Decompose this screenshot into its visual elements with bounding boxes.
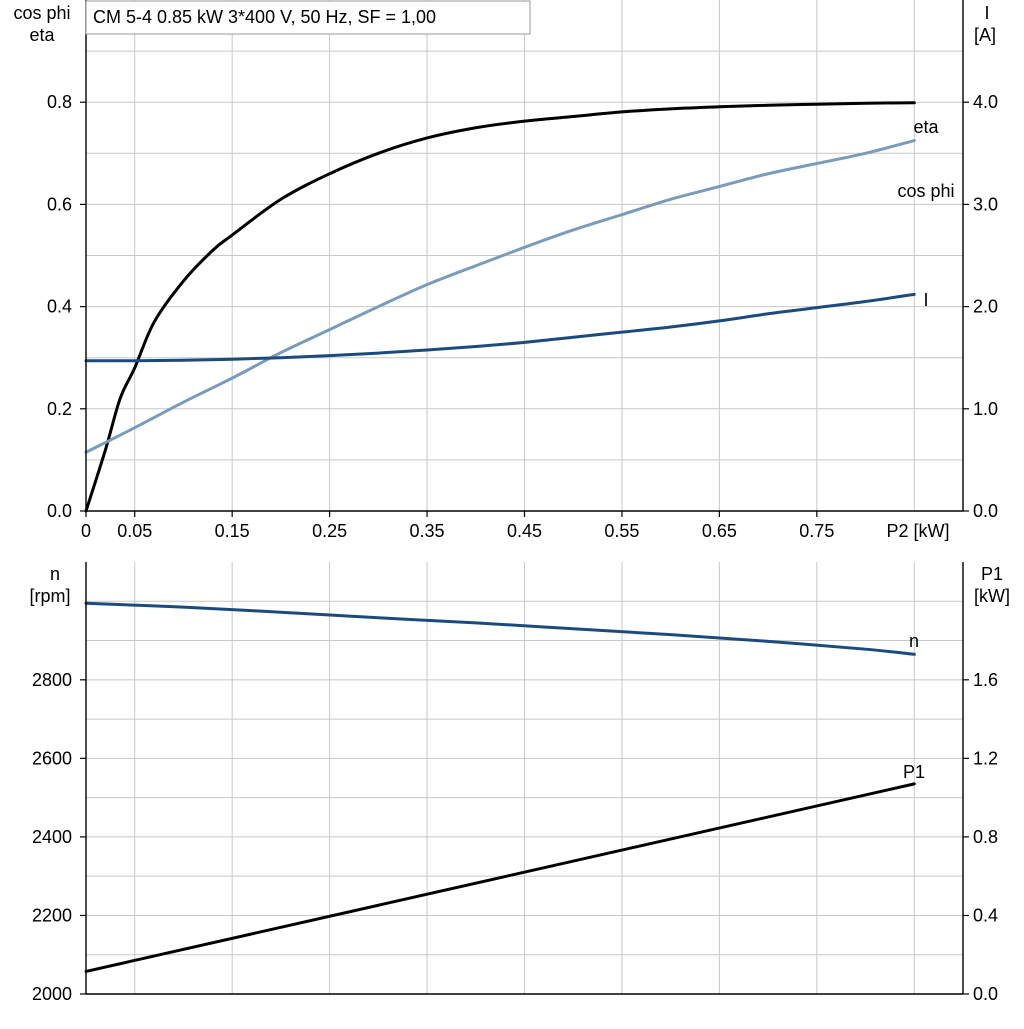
x-axis-tick-label: 0.15 [215, 521, 250, 541]
x-axis-tick-label: 0.35 [410, 521, 445, 541]
x-axis-title: P2 [kW] [886, 521, 949, 541]
x-axis-tick-label: 0.65 [702, 521, 737, 541]
axes [80, 0, 969, 995]
right-axis-tick-label: 1.0 [973, 399, 998, 419]
series-label-p1: P1 [903, 762, 925, 782]
x-axis-tick-label: 0.05 [117, 521, 152, 541]
left-axis-tick-label: 2600 [32, 748, 72, 768]
left-axis-title: n [50, 564, 60, 584]
right-axis-tick-label: 0.4 [973, 905, 998, 925]
right-axis-title: [A] [974, 25, 996, 45]
right-axis-tick-label: 0.8 [973, 827, 998, 847]
series-line-eta [84, 101, 916, 513]
series-label-i: I [923, 290, 928, 310]
right-axis-title: I [984, 3, 989, 23]
x-axis-tick-label: 0.75 [799, 521, 834, 541]
right-axis-tick-label: 0.0 [973, 501, 998, 521]
bottom-panel-series [84, 601, 916, 973]
right-axis-title: [kW] [974, 586, 1010, 606]
x-axis-tick-label: 0.55 [604, 521, 639, 541]
left-axis-tick-label: 2000 [32, 984, 72, 1004]
series-line-n [84, 601, 916, 656]
series-label-cos-phi: cos phi [897, 181, 954, 201]
series-line-i [84, 292, 916, 363]
x-axis-tick-label: 0 [81, 521, 91, 541]
series-line-cos-phi [84, 139, 916, 454]
series-label-n: n [909, 631, 919, 651]
right-axis-tick-label: 4.0 [973, 92, 998, 112]
left-axis-tick-label: 0.4 [47, 297, 72, 317]
right-axis-tick-label: 1.2 [973, 748, 998, 768]
x-axis-tick-label: 0.25 [312, 521, 347, 541]
series-line-p1 [84, 782, 916, 973]
right-axis-tick-label: 2.0 [973, 297, 998, 317]
left-axis-title: cos phi [13, 3, 70, 23]
left-axis-title: [rpm] [29, 586, 70, 606]
left-axis-title: eta [29, 25, 55, 45]
right-axis-tick-label: 0.0 [973, 984, 998, 1004]
top-panel-grid [86, 0, 963, 511]
left-axis-tick-label: 0.8 [47, 92, 72, 112]
right-axis-tick-label: 3.0 [973, 194, 998, 214]
x-axis-tick-label: 0.45 [507, 521, 542, 541]
series-label-eta: eta [913, 117, 939, 137]
left-axis-tick-label: 2800 [32, 670, 72, 690]
left-axis-tick-label: 2200 [32, 905, 72, 925]
left-axis-tick-label: 0.2 [47, 399, 72, 419]
left-axis-tick-label: 2400 [32, 827, 72, 847]
chart-title-box: CM 5-4 0.85 kW 3*400 V, 50 Hz, SF = 1,00 [85, 0, 531, 35]
right-axis-title: P1 [981, 564, 1003, 584]
left-axis-tick-label: 0.0 [47, 501, 72, 521]
bottom-panel-grid [86, 562, 963, 994]
right-axis-tick-label: 1.6 [973, 670, 998, 690]
top-panel-series [84, 101, 916, 513]
left-axis-tick-label: 0.6 [47, 194, 72, 214]
chart-title: CM 5-4 0.85 kW 3*400 V, 50 Hz, SF = 1,00 [93, 7, 436, 27]
